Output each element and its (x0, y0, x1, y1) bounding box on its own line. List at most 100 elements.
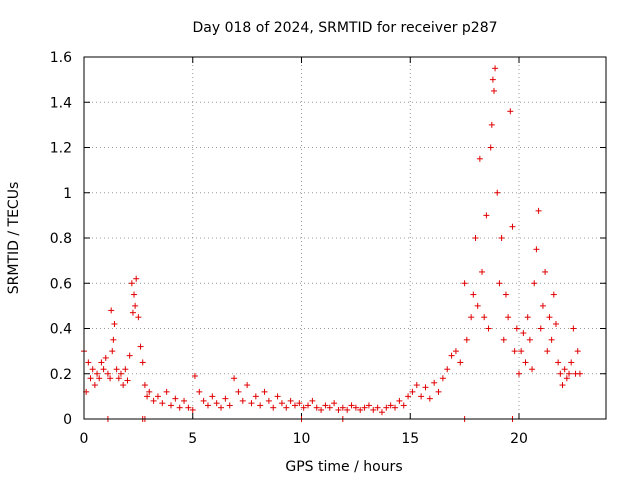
data-point (139, 359, 146, 366)
data-point (218, 404, 225, 411)
data-point (110, 336, 117, 343)
y-tick-label: 0.4 (50, 322, 72, 338)
data-point (474, 302, 481, 309)
data-point (383, 404, 390, 411)
data-point (487, 144, 494, 151)
data-point (563, 375, 570, 382)
data-point (128, 280, 135, 287)
data-point (496, 280, 503, 287)
data-point (104, 370, 111, 377)
plot-border (83, 56, 607, 420)
data-point (378, 409, 385, 416)
data-point (313, 404, 320, 411)
data-point (457, 359, 464, 366)
data-point (479, 268, 486, 275)
data-point (283, 404, 290, 411)
data-point (539, 302, 546, 309)
data-point (113, 366, 120, 373)
data-point (405, 393, 412, 400)
data-point (96, 375, 103, 382)
y-tick-label: 1.6 (50, 50, 72, 66)
y-tick-label: 0.2 (50, 367, 72, 383)
data-point (252, 393, 259, 400)
data-point (518, 348, 525, 355)
data-point (120, 382, 127, 389)
data-point (300, 404, 307, 411)
data-point (522, 359, 529, 366)
data-point (439, 375, 446, 382)
data-point (548, 336, 555, 343)
data-point (413, 382, 420, 389)
data-point (418, 393, 425, 400)
data-point (87, 375, 94, 382)
data-point (516, 370, 522, 377)
data-point (248, 400, 255, 407)
data-point (122, 366, 129, 373)
data-point (231, 375, 238, 382)
data-point (126, 352, 133, 359)
data-point (470, 291, 477, 298)
data-point (239, 397, 246, 404)
data-point (94, 370, 101, 377)
data-point (348, 402, 355, 409)
data-point (426, 395, 433, 402)
data-point (107, 375, 114, 382)
data-point (476, 155, 483, 162)
data-point (235, 388, 242, 395)
data-point (490, 87, 497, 94)
x-tick-label: 20 (510, 431, 528, 447)
data-point (196, 388, 203, 395)
data-point (566, 370, 573, 377)
data-point (98, 359, 105, 366)
data-point (305, 402, 312, 409)
data-point (396, 397, 403, 404)
data-point (568, 359, 575, 366)
data-point (576, 370, 583, 377)
data-point (109, 348, 116, 355)
data-point (111, 320, 118, 327)
data-point (154, 393, 161, 400)
data-point (509, 223, 516, 230)
data-point (85, 359, 92, 366)
data-point (483, 212, 490, 219)
data-point (144, 393, 151, 400)
data-point (150, 397, 157, 404)
data-point (326, 404, 333, 411)
data-point (526, 336, 533, 343)
data-point (409, 388, 416, 395)
data-point (387, 402, 394, 409)
y-tick-label: 1 (63, 186, 72, 202)
data-point (163, 388, 170, 395)
data-point (331, 400, 338, 407)
data-point (296, 400, 303, 407)
data-point (278, 400, 285, 407)
data-point (131, 291, 138, 298)
data-point (488, 121, 495, 128)
data-point (100, 366, 107, 373)
data-point (524, 314, 531, 321)
data-point (511, 348, 518, 355)
data-point (422, 384, 429, 391)
y-tick-label: 0.8 (50, 231, 72, 247)
data-point (204, 402, 211, 409)
data-point (257, 402, 264, 409)
data-point (448, 352, 455, 359)
data-point (370, 406, 377, 413)
data-point (557, 370, 564, 377)
data-point (261, 388, 268, 395)
data-point (200, 397, 207, 404)
data-point (181, 397, 188, 404)
data-point (513, 325, 520, 332)
data-point (542, 268, 549, 275)
data-point (213, 400, 220, 407)
y-tick-label: 1.4 (50, 95, 72, 111)
data-point (185, 404, 192, 411)
data-point (431, 379, 438, 386)
data-point (226, 402, 233, 409)
data-point (318, 406, 325, 413)
data-point (339, 404, 346, 411)
data-point (533, 246, 540, 253)
data-point (335, 406, 342, 413)
